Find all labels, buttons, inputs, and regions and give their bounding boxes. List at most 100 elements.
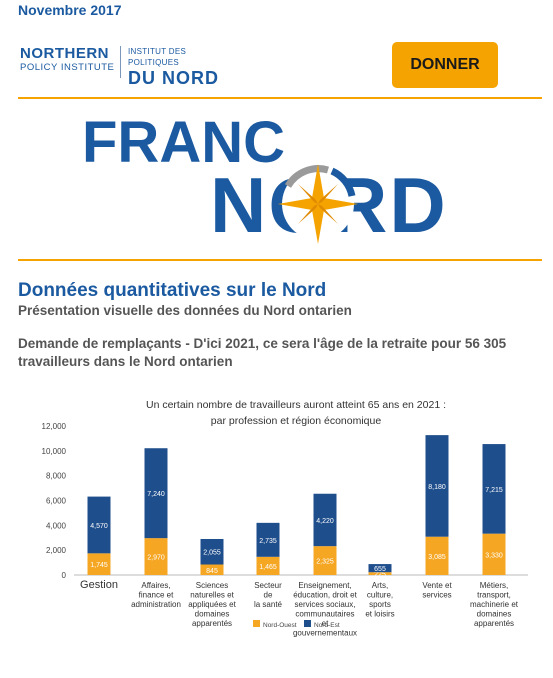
chart-svg: Un certain nombre de travailleurs auront… (42, 399, 528, 638)
x-tick-label: apparentés (192, 619, 232, 628)
donate-button[interactable]: DONNER (392, 42, 498, 88)
bar-value-label: 2,325 (316, 559, 334, 566)
bar-nord-ouest (200, 564, 224, 575)
x-tick-label: Secteur (254, 581, 282, 590)
x-tick-label: Métiers, (480, 581, 508, 590)
bar-value-label: 7,215 (485, 487, 503, 494)
x-axis-labels: Gestion Affaires,finance etadministration… (80, 579, 519, 638)
logo-line-1: NORTHERN (20, 45, 109, 62)
x-tick-label: transport, (477, 591, 511, 600)
x-tick-label: et loisirs (365, 610, 394, 619)
bar-value-label: 2,970 (147, 555, 165, 562)
section-subtitle: Présentation visuelle des données du Nor… (18, 303, 352, 318)
y-tick-label: 2,000 (46, 546, 67, 555)
institut-logo[interactable]: INSTITUT DES POLITIQUES DU NORD (128, 46, 228, 88)
bar-nord-ouest (144, 538, 168, 575)
logo-line-4: DU NORD (128, 68, 219, 88)
x-tick-label: machinerie et (470, 600, 519, 609)
section-title: Données quantitatives sur le Nord (18, 280, 327, 301)
bar-nord-ouest (313, 546, 337, 575)
bar-nord-est (200, 538, 224, 565)
bar-value-label: 2,055 (203, 550, 221, 557)
bar-nord-est (313, 493, 337, 547)
banner-divider (18, 259, 542, 261)
x-tick-label: appliquées et (188, 600, 236, 609)
logo-divider (120, 46, 121, 78)
bars: 1,745 4,570 2,970 7,240 845 2,055 1,465 2,735 2,… (87, 435, 506, 579)
franc-nord-banner: FRANC NORD (0, 100, 553, 258)
x-tick-label: Enseignement, (298, 581, 351, 590)
x-tick-label: naturelles et (190, 591, 234, 600)
x-tick-label: apparentés (474, 619, 514, 628)
bar-value-label: 4,570 (90, 523, 108, 530)
bar-value-label: 655 (374, 566, 386, 573)
legend-label: Nord-Ouest (263, 622, 297, 629)
description: Demande de remplaçants - D'ici 2021, ce … (18, 336, 507, 369)
x-tick-label: éducation, droit et (293, 591, 357, 600)
bar-nord-est (256, 522, 280, 557)
x-tick-label: la santé (254, 600, 283, 609)
bar-nord-est (368, 564, 392, 573)
franc-nord-logo: FRANC NORD (82, 110, 446, 249)
newsletter-date: Novembre 2017 (18, 2, 122, 18)
y-tick-label: 6,000 (46, 497, 67, 506)
bar-nord-ouest (87, 553, 111, 575)
x-tick-label: Arts, (372, 581, 388, 590)
northern-policy-logo[interactable]: NORTHERN POLICY INSTITUTE (20, 46, 116, 80)
x-tick-label: de (264, 591, 273, 600)
header: NORTHERN POLICY INSTITUTE INSTITUT DES P… (0, 22, 553, 100)
x-tick-label: domaines (195, 610, 230, 619)
y-tick-label: 0 (62, 571, 67, 580)
bar-value-label: 225 (374, 572, 386, 579)
bar-nord-est (87, 496, 111, 554)
bar-nord-ouest (368, 572, 392, 575)
y-tick-label: 10,000 (42, 447, 67, 456)
compass-icon (278, 164, 358, 244)
x-tick-label: sports (369, 600, 391, 609)
x-tick-label: Gestion (80, 579, 118, 591)
bar-nord-est (144, 448, 168, 539)
legend-swatch (304, 620, 311, 627)
x-tick-label: culture, (367, 591, 393, 600)
x-tick-label: finance et (139, 591, 174, 600)
bar-value-label: 845 (206, 568, 218, 575)
bar-value-label: 3,085 (428, 554, 446, 561)
x-tick-label: services (422, 591, 451, 600)
bar-value-label: 7,240 (147, 491, 165, 498)
y-tick-label: 12,000 (42, 422, 67, 431)
x-tick-label: Affaires, (141, 581, 170, 590)
x-tick-label: communautaires (295, 610, 354, 619)
y-axis: 0 2,000 4,000 6,000 8,000 10,000 12,000 (42, 422, 528, 580)
x-tick-label: Vente et (422, 581, 452, 590)
bar-value-label: 1,745 (90, 562, 108, 569)
legend-swatch (253, 620, 260, 627)
bar-nord-est (482, 444, 506, 534)
bar-value-label: 2,735 (259, 538, 277, 545)
chart-title: Un certain nombre de travailleurs auront… (146, 399, 446, 411)
top-bar: Novembre 2017 (0, 0, 553, 22)
x-tick-label: Sciences (196, 581, 228, 590)
y-tick-label: 4,000 (46, 521, 67, 530)
y-tick-label: 8,000 (46, 472, 67, 481)
bar-nord-ouest (425, 536, 449, 575)
banner-line-1: FRANC (82, 110, 285, 175)
bar-value-label: 3,330 (485, 552, 503, 559)
legend-label: Nord-Est (314, 622, 340, 629)
logo-line-3: INSTITUT DES POLITIQUES (128, 47, 187, 67)
header-divider (18, 97, 542, 99)
bar-value-label: 4,220 (316, 518, 334, 525)
bar-value-label: 8,180 (428, 484, 446, 491)
chart-subtitle: par profession et région économique (211, 415, 382, 427)
retirement-chart: Un certain nombre de travailleurs auront… (0, 388, 553, 678)
logo-line-2: POLICY INSTITUTE (20, 62, 115, 73)
bar-nord-ouest (482, 533, 506, 575)
bar-nord-est (425, 435, 449, 537)
bar-value-label: 1,465 (259, 564, 277, 571)
x-tick-label: services sociaux, (295, 600, 356, 609)
bar-nord-ouest (256, 556, 280, 575)
x-tick-label: administration (131, 600, 181, 609)
legend: Nord-Ouest Nord-Est (253, 620, 340, 629)
x-tick-label: gouvernementaux (293, 629, 357, 638)
x-tick-label: et (322, 619, 329, 628)
x-tick-label: domaines (477, 610, 512, 619)
